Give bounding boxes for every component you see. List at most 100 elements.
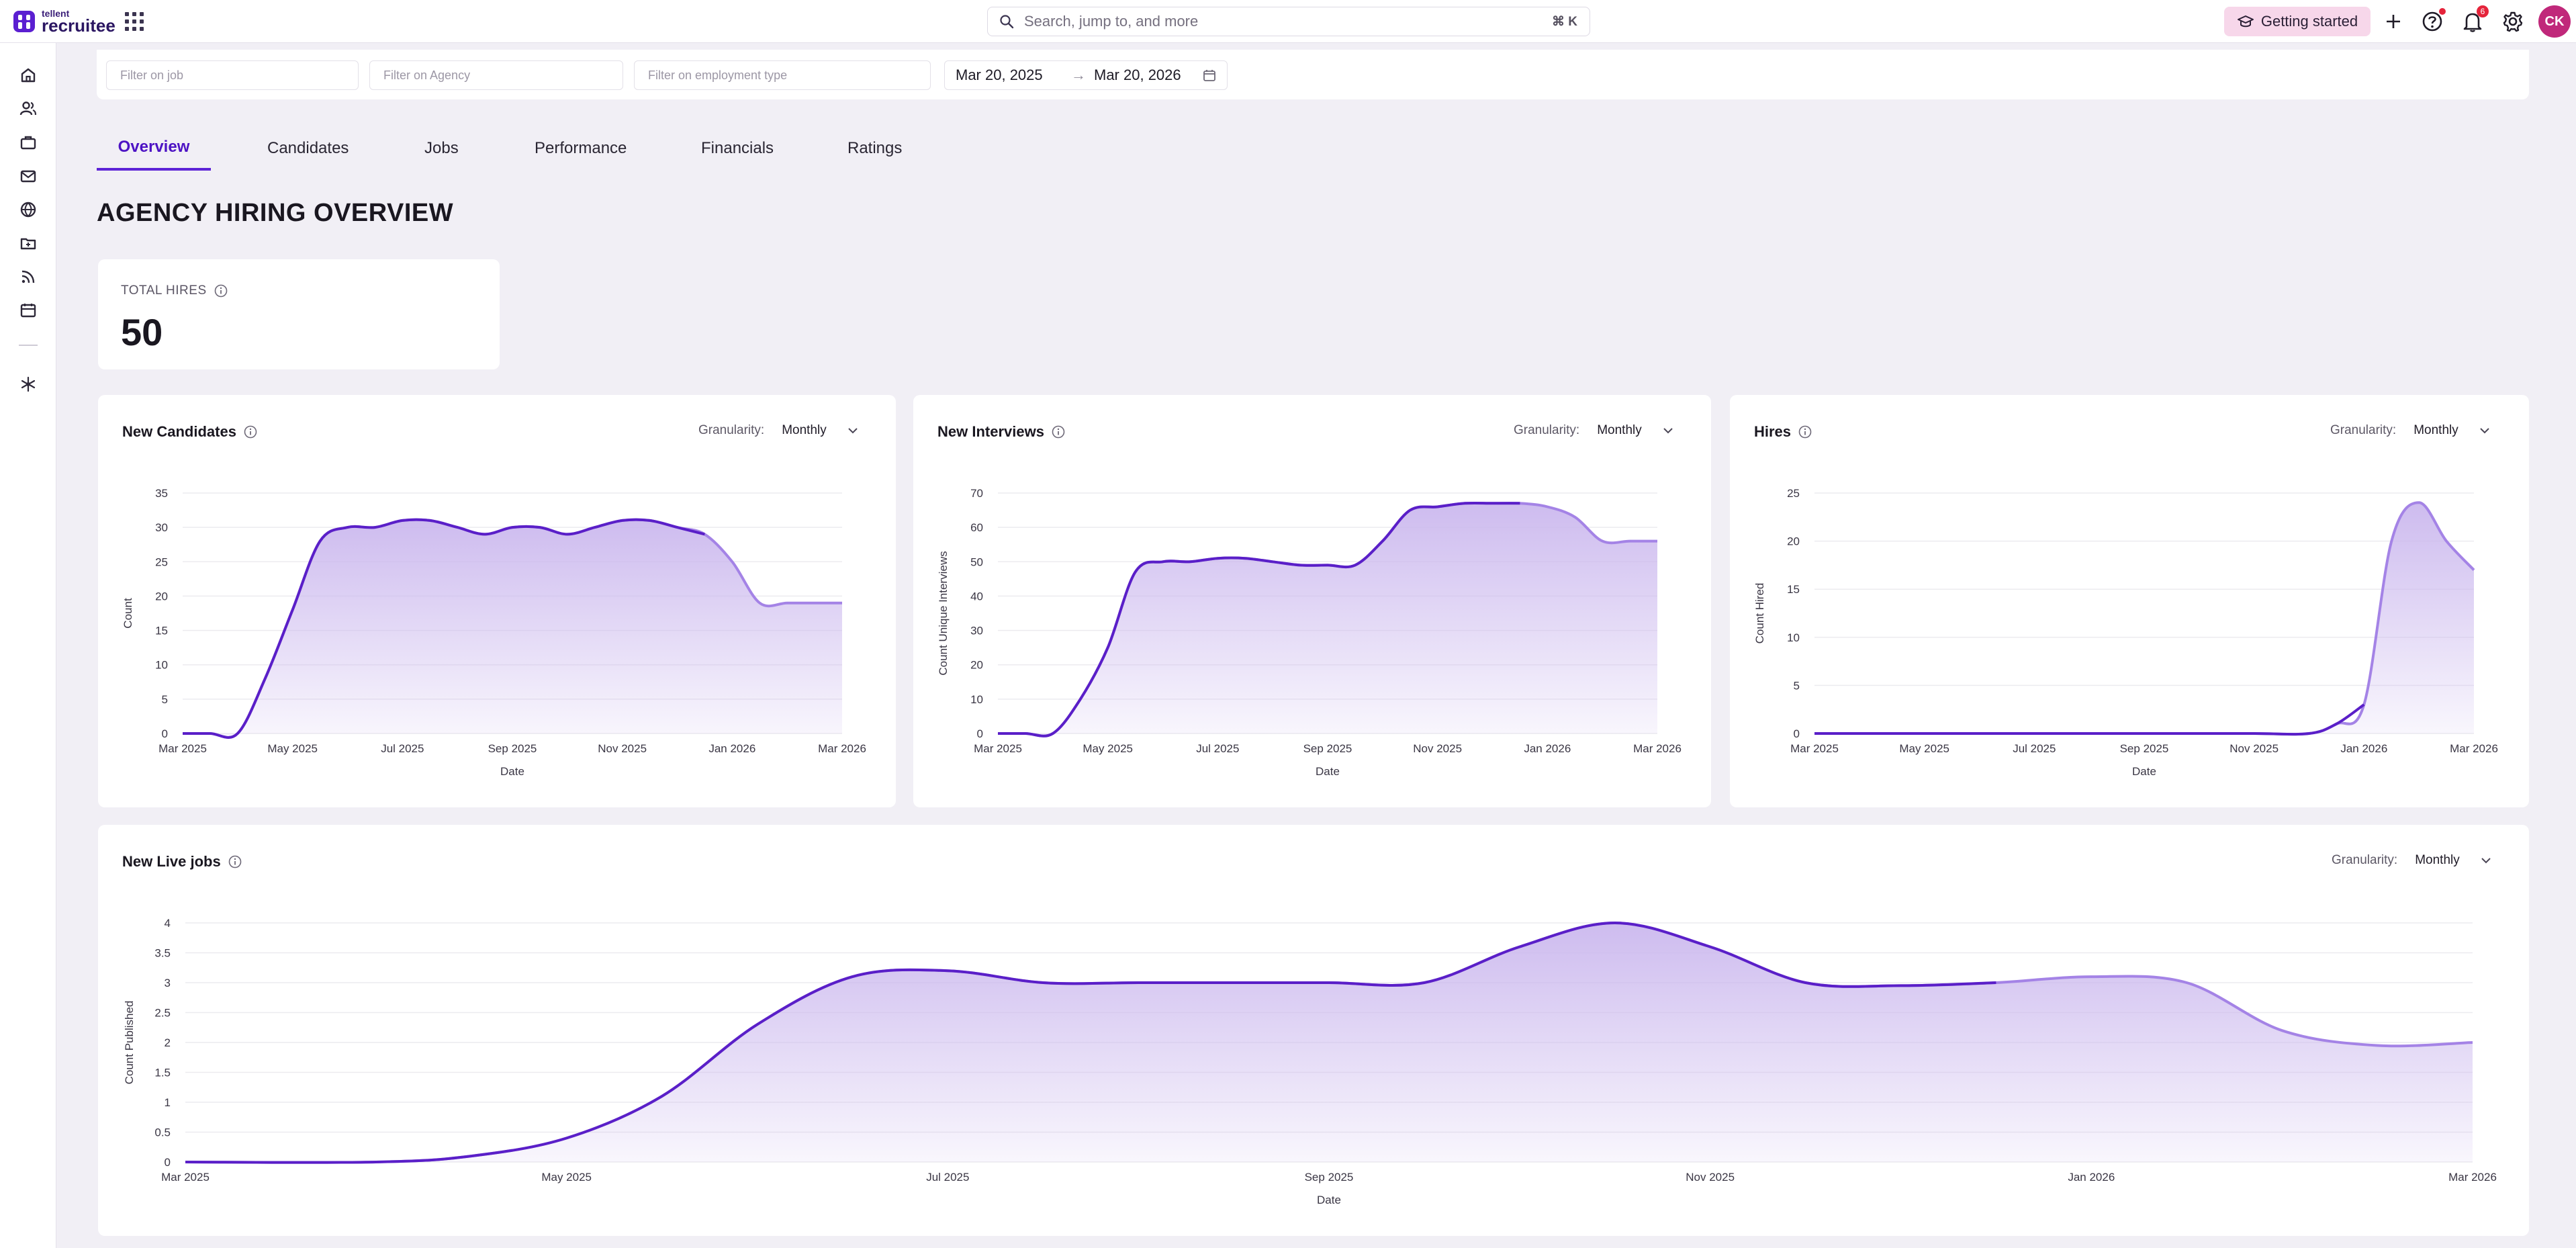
granularity-label: Granularity: [698,423,765,437]
x-tick-label: Sep 2025 [1305,1171,1354,1184]
y-tick-label: 5 [1794,679,1800,692]
notifications-bell-icon[interactable]: 6 [2460,5,2489,34]
x-tick-label: Mar 2026 [2448,1171,2497,1184]
add-icon[interactable] [2381,9,2405,34]
x-tick-label: Jan 2026 [708,742,755,755]
globe-icon[interactable] [16,197,40,222]
x-tick-label: Nov 2025 [598,742,647,755]
tab-jobs[interactable]: Jobs [424,139,459,157]
x-tick-label: Mar 2025 [974,742,1022,755]
user-avatar[interactable]: CK [2538,5,2571,38]
info-icon[interactable] [228,854,242,869]
x-tick-label: May 2025 [1083,742,1133,755]
brand-logo[interactable]: tellent recruitee [13,7,116,36]
info-icon[interactable] [1051,425,1066,439]
y-tick-label: 5 [162,693,168,706]
search-bar[interactable]: Search, jump to, and more ⌘ K [987,7,1590,36]
jobs-briefcase-icon[interactable] [16,130,40,154]
x-tick-label: Mar 2025 [161,1171,210,1184]
candidates-icon[interactable] [16,97,40,121]
new-interviews-chart: 0 10 20 30 40 50 60 70 Mar 2025 May 2025 Jul 2025 S… [937,487,1682,778]
granularity-value: Monthly [2415,853,2460,867]
x-tick-label: Jan 2026 [2340,742,2387,755]
x-tick-label: Sep 2025 [488,742,537,755]
info-icon[interactable] [214,283,228,298]
y-tick-label: 3.5 [154,947,171,960]
chart-title: New Interviews [937,423,1044,440]
settings-gear-icon[interactable] [2501,9,2525,34]
tab-overview[interactable]: Overview [97,126,211,171]
mail-icon[interactable] [16,164,40,188]
getting-started-button[interactable]: Getting started [2224,7,2371,36]
y-axis-label: Count [122,598,134,629]
calendar-icon[interactable] [16,298,40,322]
y-tick-label: 0 [165,1156,171,1169]
date-range-picker[interactable]: Mar 20, 2025 → Mar 20, 2026 [944,60,1228,90]
integrations-icon[interactable] [16,372,40,396]
y-tick-label: 20 [970,659,983,672]
series-area [183,519,842,738]
feed-icon[interactable] [16,265,40,289]
granularity-select[interactable]: Monthly [2407,849,2498,872]
y-tick-label: 0 [977,727,983,740]
sidebar [0,43,56,1248]
y-axis-label: Count Published [123,1001,136,1085]
tab-financials[interactable]: Financials [701,139,774,157]
recruitee-logo-icon [13,11,35,32]
date-to[interactable]: Mar 20, 2026 [1094,66,1181,83]
tab-candidates[interactable]: Candidates [267,139,349,157]
new-live-jobs-chart: 0 0.5 1 1.5 2 2.5 3 3.5 4 Mar 2025 May 2025 Jul 202… [123,917,2497,1206]
home-icon[interactable] [16,63,40,87]
hires-card: Hires Granularity: Monthly 0 5 10 15 20 25 Mar… [1730,395,2529,807]
apps-grid-icon[interactable] [125,12,144,31]
y-tick-label: 15 [1787,583,1800,596]
y-tick-label: 4 [165,917,171,930]
x-tick-label: Jul 2025 [381,742,424,755]
x-axis-label: Date [1317,1194,1341,1206]
granularity-control: Granularity: Monthly [2330,419,2497,442]
y-tick-label: 20 [1787,535,1800,548]
y-tick-label: 40 [970,590,983,603]
job-filter-input[interactable]: Filter on job [106,60,359,90]
granularity-select[interactable]: Monthly [774,419,865,442]
y-tick-label: 25 [155,555,168,568]
x-axis-label: Date [1316,765,1340,778]
info-icon[interactable] [243,425,258,439]
granularity-label: Granularity: [1514,423,1580,437]
sidebar-divider [19,345,38,346]
help-icon[interactable] [2420,8,2446,34]
total-hires-label: TOTAL HIRES [121,283,207,298]
x-tick-label: Mar 2025 [158,742,207,755]
info-icon[interactable] [1798,425,1812,439]
series-area [998,502,1657,736]
new-interviews-header: New Interviews [937,423,1066,441]
arrow-right-icon: → [1071,66,1086,83]
x-tick-label: Nov 2025 [1686,1171,1735,1184]
y-tick-label: 35 [155,487,168,500]
series-area [1814,502,2474,735]
granularity-control: Granularity: Monthly [698,419,865,442]
employment-type-filter-input[interactable]: Filter on employment type [634,60,931,90]
agency-filter-input[interactable]: Filter on Agency [369,60,623,90]
y-tick-label: 30 [155,521,168,534]
folder-icon[interactable] [16,231,40,255]
granularity-value: Monthly [2413,423,2458,437]
x-tick-label: Sep 2025 [1303,742,1352,755]
series-area [185,923,2473,1163]
y-tick-label: 60 [970,521,983,534]
x-tick-label: Jul 2025 [926,1171,969,1184]
granularity-control: Granularity: Monthly [2332,849,2498,872]
y-tick-label: 2 [165,1036,171,1049]
notifications-badge: 6 [2477,5,2489,17]
hires-chart: 0 5 10 15 20 25 Mar 2025 May 2025 Jul 2025 Sep 20… [1753,487,2498,778]
date-from[interactable]: Mar 20, 2025 [956,66,1043,83]
new-candidates-card: New Candidates Granularity: Monthly 0 5 10… [98,395,896,807]
search-shortcut: ⌘ K [1552,14,1577,29]
tab-ratings[interactable]: Ratings [847,139,903,157]
tab-performance[interactable]: Performance [535,139,627,157]
x-tick-label: Jul 2025 [1196,742,1239,755]
new-live-jobs-card: New Live jobs Granularity: Monthly 0 0.5 1… [98,825,2529,1236]
y-tick-label: 70 [970,487,983,500]
granularity-select[interactable]: Monthly [2405,419,2497,442]
granularity-select[interactable]: Monthly [1589,419,1680,442]
